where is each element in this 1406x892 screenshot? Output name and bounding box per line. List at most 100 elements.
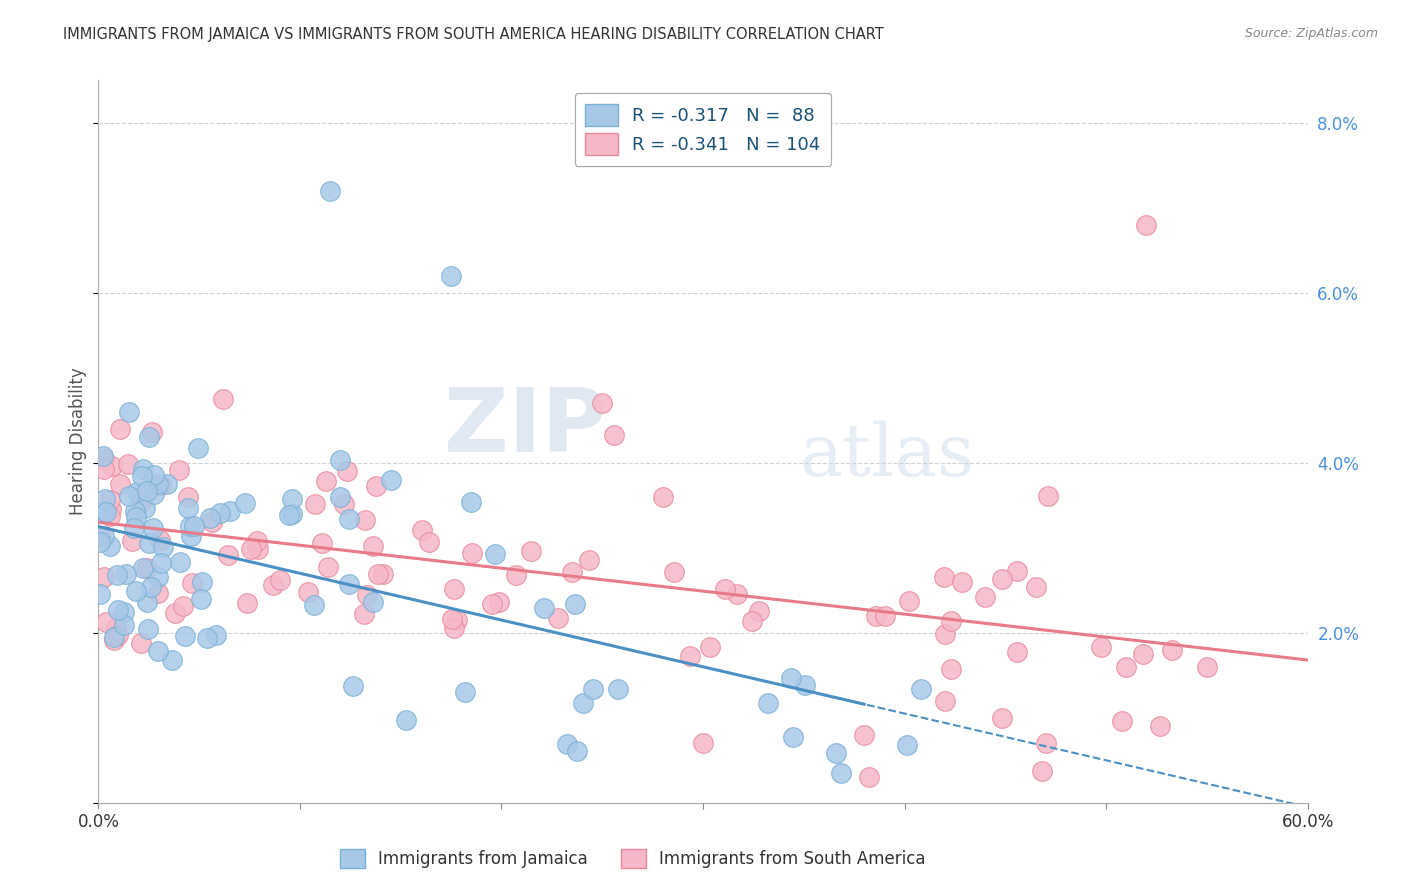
- Point: [107, 628, 129, 642]
- Point: [1005, 564, 1028, 578]
- Point: [98, 508, 121, 523]
- Point: [1135, 218, 1157, 232]
- Point: [910, 681, 932, 696]
- Point: [461, 546, 484, 560]
- Point: [187, 441, 209, 455]
- Point: [195, 631, 218, 645]
- Point: [91, 449, 114, 463]
- Point: [991, 573, 1014, 587]
- Text: IMMIGRANTS FROM JAMAICA VS IMMIGRANTS FROM SOUTH AMERICA HEARING DISABILITY CORR: IMMIGRANTS FROM JAMAICA VS IMMIGRANTS FR…: [63, 27, 884, 42]
- Point: [169, 555, 191, 569]
- Point: [183, 519, 205, 533]
- Point: [441, 611, 464, 625]
- Point: [302, 598, 325, 612]
- Point: [1031, 764, 1053, 778]
- Point: [565, 744, 588, 758]
- Point: [1036, 489, 1059, 503]
- Point: [262, 578, 284, 592]
- Point: [114, 567, 136, 582]
- Point: [89, 535, 111, 549]
- Point: [353, 607, 375, 621]
- Point: [336, 465, 359, 479]
- Point: [94, 615, 117, 629]
- Point: [135, 483, 157, 498]
- Point: [212, 392, 235, 406]
- Point: [714, 582, 737, 596]
- Point: [125, 584, 148, 599]
- Point: [361, 539, 384, 553]
- Point: [93, 570, 115, 584]
- Point: [217, 548, 239, 562]
- Point: [146, 586, 169, 600]
- Point: [1090, 640, 1112, 654]
- Point: [679, 649, 702, 664]
- Point: [93, 462, 115, 476]
- Point: [165, 606, 187, 620]
- Point: [143, 468, 166, 483]
- Point: [93, 452, 115, 467]
- Point: [454, 684, 477, 698]
- Point: [173, 629, 195, 643]
- Point: [236, 596, 259, 610]
- Point: [560, 566, 582, 580]
- Point: [114, 618, 136, 632]
- Point: [240, 542, 263, 557]
- Point: [725, 587, 748, 601]
- Point: [149, 556, 172, 570]
- Point: [136, 623, 159, 637]
- Point: [281, 491, 304, 506]
- Point: [150, 477, 173, 491]
- Point: [172, 599, 194, 614]
- Point: [606, 682, 628, 697]
- Point: [89, 587, 111, 601]
- Point: [132, 462, 155, 476]
- Point: [218, 503, 240, 517]
- Point: [858, 770, 880, 784]
- Point: [143, 487, 166, 501]
- Point: [741, 614, 763, 628]
- Point: [991, 711, 1014, 725]
- Point: [94, 491, 117, 506]
- Point: [873, 608, 896, 623]
- Point: [337, 577, 360, 591]
- Point: [117, 457, 139, 471]
- Point: [825, 746, 848, 760]
- Point: [209, 507, 232, 521]
- Point: [342, 679, 364, 693]
- Point: [578, 553, 600, 567]
- Point: [974, 591, 997, 605]
- Point: [124, 503, 146, 517]
- Point: [662, 566, 685, 580]
- Point: [934, 694, 956, 708]
- Point: [181, 576, 204, 591]
- Point: [371, 567, 394, 582]
- Point: [591, 396, 613, 410]
- Point: [121, 534, 143, 549]
- Legend: R = -0.317   N =  88, R = -0.341   N = 104: R = -0.317 N = 88, R = -0.341 N = 104: [575, 93, 831, 166]
- Point: [939, 614, 962, 628]
- Point: [138, 430, 160, 444]
- Text: ZIP: ZIP: [443, 384, 606, 471]
- Point: [110, 476, 132, 491]
- Point: [297, 585, 319, 599]
- Point: [131, 561, 153, 575]
- Point: [748, 605, 770, 619]
- Point: [246, 533, 269, 548]
- Point: [555, 737, 578, 751]
- Point: [281, 507, 304, 521]
- Point: [488, 595, 510, 609]
- Point: [125, 485, 148, 500]
- Point: [104, 621, 127, 635]
- Point: [191, 574, 214, 589]
- Point: [246, 542, 269, 557]
- Point: [316, 559, 339, 574]
- Point: [304, 497, 326, 511]
- Point: [176, 500, 198, 515]
- Point: [162, 653, 184, 667]
- Point: [101, 459, 124, 474]
- Point: [205, 628, 228, 642]
- Point: [129, 495, 152, 509]
- Point: [329, 490, 352, 504]
- Point: [148, 644, 170, 658]
- Point: [361, 595, 384, 609]
